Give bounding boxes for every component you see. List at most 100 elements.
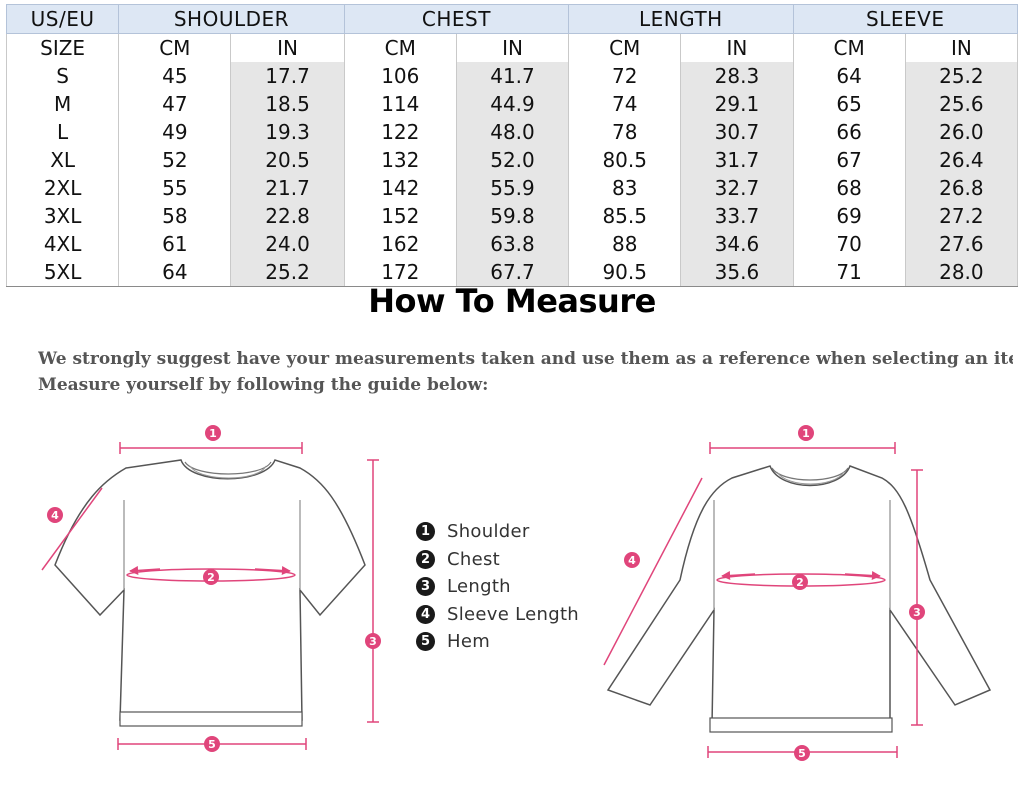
value-cell: 58	[118, 202, 231, 230]
value-cell: 33.7	[680, 202, 794, 230]
header-chest: CHEST	[343, 4, 569, 34]
value-cell: 90.5	[568, 258, 681, 287]
value-cell: 71	[792, 258, 906, 287]
short-sleeve-measurements	[41, 442, 379, 750]
marker-number: 4	[51, 509, 59, 522]
value-cell: 27.6	[904, 230, 1019, 258]
value-cell: 152	[343, 202, 457, 230]
value-cell: 88	[568, 230, 681, 258]
size-cell: S	[5, 62, 119, 90]
value-cell: 26.8	[904, 174, 1019, 202]
value-cell: 68	[792, 174, 906, 202]
table-row: 4XL 61 24.0 162 63.8 88 34.6 70 27.6	[5, 230, 1019, 258]
value-cell: 30.7	[680, 118, 794, 146]
table-row: L 49 19.3 122 48.0 78 30.7 66 26.0	[5, 118, 1019, 146]
marker-badge	[47, 507, 63, 523]
marker-badge	[624, 552, 640, 568]
marker-badge	[203, 569, 219, 585]
value-cell: 64	[792, 62, 906, 90]
value-cell: 70	[792, 230, 906, 258]
note-line: Measure yourself by following the guide …	[38, 375, 489, 395]
marker-badge	[909, 604, 925, 620]
value-cell: 44.9	[455, 90, 569, 118]
value-cell: 114	[343, 90, 457, 118]
size-cell: M	[5, 90, 119, 118]
legend-item-shoulder: 1 Shoulder	[416, 518, 579, 546]
page-title: How To Measure	[368, 282, 656, 320]
legend-label: Sleeve Length	[447, 603, 580, 625]
value-cell: 27.2	[904, 202, 1019, 230]
measurement-legend: 1 Shoulder 2 Chest 3 Length 4 Sleeve Len…	[416, 518, 579, 656]
long-sleeve-markers: 1 2 3 4 5	[624, 425, 925, 761]
legend-number-icon: 1	[416, 522, 435, 542]
value-cell: 52.0	[455, 146, 569, 174]
unit-label: CM	[568, 33, 681, 62]
value-cell: 32.7	[680, 174, 794, 202]
size-rows: S 45 17.7 106 41.7 72 28.3 64 25.2 M 47 18.5 114 44.9…	[5, 62, 1019, 287]
value-cell: 35.6	[680, 258, 794, 287]
unit-label: IN	[455, 33, 569, 62]
value-cell: 25.6	[904, 90, 1019, 118]
value-cell: 21.7	[230, 174, 345, 202]
value-cell: 83	[568, 174, 681, 202]
legend-item-sleeve-length: 4 Sleeve Length	[416, 601, 579, 629]
legend-number-icon: 3	[416, 577, 435, 597]
table-row: M 47 18.5 114 44.9 74 29.1 65 25.6	[5, 90, 1019, 118]
legend-label: Shoulder	[447, 521, 530, 543]
value-cell: 48.0	[455, 118, 569, 146]
size-cell: 3XL	[5, 202, 119, 230]
marker-number: 2	[207, 571, 215, 584]
header-length: LENGTH	[568, 4, 794, 34]
size-cell: 2XL	[5, 174, 119, 202]
table-row: 2XL 55 21.7 142 55.9 83 32.7 68 26.8	[5, 174, 1019, 202]
value-cell: 61	[118, 230, 231, 258]
value-cell: 47	[118, 90, 231, 118]
unit-label: CM	[343, 33, 457, 62]
value-cell: 69	[792, 202, 906, 230]
table-row: S 45 17.7 106 41.7 72 28.3 64 25.2	[5, 62, 1019, 90]
value-cell: 66	[792, 118, 906, 146]
unit-label: IN	[230, 33, 345, 62]
size-cell: 5XL	[5, 258, 119, 287]
value-cell: 78	[568, 118, 681, 146]
value-cell: 28.0	[904, 258, 1019, 287]
value-cell: 26.4	[904, 146, 1019, 174]
value-cell: 26.0	[904, 118, 1019, 146]
value-cell: 34.6	[680, 230, 794, 258]
value-cell: 25.2	[230, 258, 345, 287]
marker-badge	[205, 425, 221, 441]
marker-number: 4	[628, 554, 636, 567]
marker-badge	[204, 736, 220, 752]
value-cell: 31.7	[680, 146, 794, 174]
legend-number-icon: 4	[416, 604, 435, 624]
marker-number: 5	[208, 738, 216, 751]
table-row: 5XL 64 25.2 172 67.7 90.5 35.6 71 28.0	[5, 258, 1019, 287]
value-cell: 41.7	[455, 62, 569, 90]
unit-label: CM	[792, 33, 906, 62]
value-cell: 29.1	[680, 90, 794, 118]
value-cell: 25.2	[904, 62, 1019, 90]
legend-number-icon: 5	[416, 632, 435, 652]
value-cell: 28.3	[680, 62, 794, 90]
size-cell: L	[5, 118, 119, 146]
size-cell: 4XL	[5, 230, 119, 258]
value-cell: 18.5	[230, 90, 345, 118]
value-cell: 74	[568, 90, 681, 118]
size-label: SIZE	[5, 33, 119, 62]
measurement-note: We strongly suggest have your measuremen…	[38, 346, 1013, 398]
header-us-eu: US/EU	[5, 4, 119, 34]
legend-item-chest: 2 Chest	[416, 546, 579, 574]
legend-label: Hem	[447, 631, 491, 653]
unit-label: IN	[680, 33, 794, 62]
table-row: 3XL 58 22.8 152 59.8 85.5 33.7 69 27.2	[5, 202, 1019, 230]
long-sleeve-tee-illustration	[606, 465, 992, 733]
value-cell: 55	[118, 174, 231, 202]
value-cell: 67	[792, 146, 906, 174]
marker-badge	[794, 745, 810, 761]
legend-label: Chest	[447, 548, 500, 570]
value-cell: 24.0	[230, 230, 345, 258]
value-cell: 20.5	[230, 146, 345, 174]
value-cell: 49	[118, 118, 231, 146]
marker-number: 3	[369, 635, 377, 648]
legend-number-icon: 2	[416, 549, 435, 569]
